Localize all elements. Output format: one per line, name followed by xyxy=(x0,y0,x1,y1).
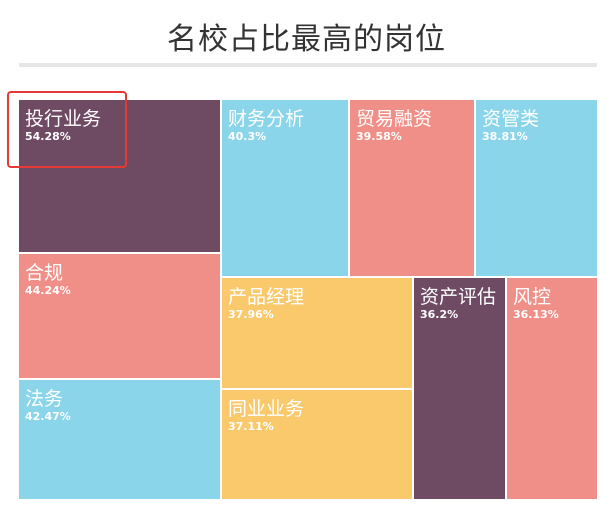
treemap-tile: 贸易融资 39.58% xyxy=(349,99,475,277)
chart-title: 名校占比最高的岗位 xyxy=(167,22,446,57)
tile-label: 同业业务 xyxy=(228,398,305,420)
tile-label: 合规 xyxy=(25,262,64,284)
tile-value: 40.3% xyxy=(228,130,267,143)
treemap-tile: 资产评估 36.2% xyxy=(413,277,506,500)
tile-label: 法务 xyxy=(25,388,64,410)
title-divider xyxy=(19,63,597,67)
tile-label: 财务分析 xyxy=(228,108,305,130)
treemap-tile: 风控 36.13% xyxy=(506,277,598,500)
highlight-box xyxy=(7,91,127,168)
tile-value: 37.96% xyxy=(228,308,274,321)
tile-value: 54.28% xyxy=(25,130,71,143)
treemap-tile: 合规 44.24% xyxy=(18,253,221,379)
tile-label: 投行业务 xyxy=(25,108,102,130)
tile-value: 37.11% xyxy=(228,420,274,433)
tile-label: 产品经理 xyxy=(228,286,305,308)
tile-value: 42.47% xyxy=(25,410,71,423)
tile-label: 贸易融资 xyxy=(356,108,433,130)
tile-value: 44.24% xyxy=(25,284,71,297)
treemap-tile: 同业业务 37.11% xyxy=(221,389,413,500)
tile-label: 风控 xyxy=(513,286,552,308)
tile-value: 38.81% xyxy=(482,130,528,143)
tile-label: 资管类 xyxy=(482,108,540,130)
treemap-tile: 法务 42.47% xyxy=(18,379,221,500)
tile-label: 资产评估 xyxy=(420,286,497,308)
treemap-tile: 财务分析 40.3% xyxy=(221,99,349,277)
treemap-tile: 资管类 38.81% xyxy=(475,99,598,277)
treemap-tile: 投行业务 54.28% xyxy=(18,99,221,253)
tile-value: 39.58% xyxy=(356,130,402,143)
tile-value: 36.2% xyxy=(420,308,459,321)
treemap: 投行业务 54.28% 财务分析 40.3% 贸易融资 39.58% 资管类 38.81% 合规… xyxy=(18,99,598,500)
tile-value: 36.13% xyxy=(513,308,559,321)
treemap-tile: 产品经理 37.96% xyxy=(221,277,413,389)
